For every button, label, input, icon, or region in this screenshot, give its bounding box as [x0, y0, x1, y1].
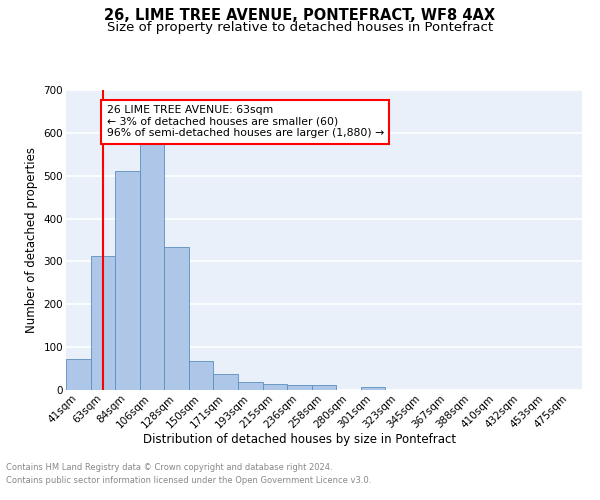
Text: 26 LIME TREE AVENUE: 63sqm
← 3% of detached houses are smaller (60)
96% of semi-: 26 LIME TREE AVENUE: 63sqm ← 3% of detac… [107, 105, 384, 138]
Bar [189, 362, 214, 390]
Bar [214, 374, 238, 390]
Y-axis label: Number of detached properties: Number of detached properties [25, 147, 38, 333]
Bar [263, 384, 287, 390]
Bar [91, 256, 115, 390]
Text: Size of property relative to detached houses in Pontefract: Size of property relative to detached ho… [107, 21, 493, 34]
Bar [361, 387, 385, 390]
Bar [238, 382, 263, 390]
Text: Contains public sector information licensed under the Open Government Licence v3: Contains public sector information licen… [6, 476, 371, 485]
Bar [312, 386, 336, 390]
Bar [66, 359, 91, 390]
Text: Contains HM Land Registry data © Crown copyright and database right 2024.: Contains HM Land Registry data © Crown c… [6, 464, 332, 472]
Bar [287, 386, 312, 390]
Bar [115, 172, 140, 390]
Bar [164, 248, 189, 390]
Bar [140, 142, 164, 390]
Text: 26, LIME TREE AVENUE, PONTEFRACT, WF8 4AX: 26, LIME TREE AVENUE, PONTEFRACT, WF8 4A… [104, 8, 496, 22]
Text: Distribution of detached houses by size in Pontefract: Distribution of detached houses by size … [143, 432, 457, 446]
